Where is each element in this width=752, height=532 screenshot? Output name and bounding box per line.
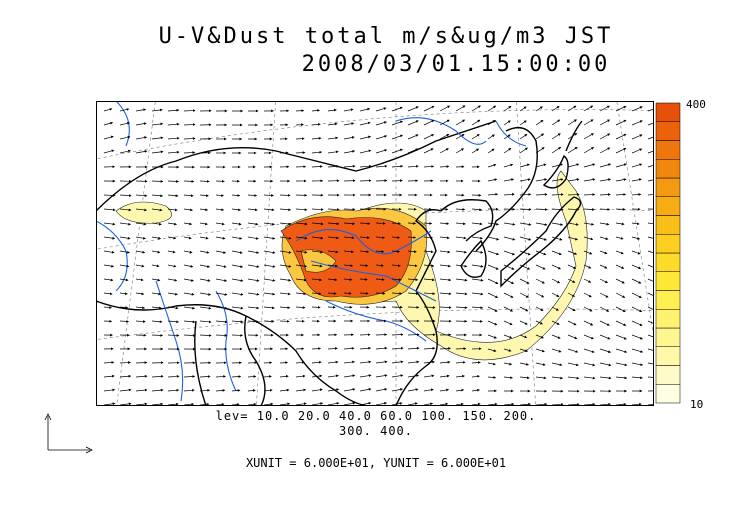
colorbar-segment xyxy=(655,365,681,385)
colorbar-segment xyxy=(655,290,681,310)
map-title: U-V&Dust total m/s&ug/m3 JST xyxy=(158,24,614,49)
colorbar-segment xyxy=(655,234,681,254)
rivers xyxy=(96,101,527,402)
colorbar-segment xyxy=(655,140,681,160)
dust-wind-map xyxy=(96,101,654,406)
colorbar-segment xyxy=(655,196,681,216)
wind-vectors xyxy=(103,105,654,406)
contour-levels-line2: 300. 400. xyxy=(338,424,414,438)
colorbar-segment xyxy=(655,121,681,141)
vector-unit-note: XUNIT = 6.000E+01, YUNIT = 6.000E+01 xyxy=(245,456,507,470)
colorbar-segment xyxy=(655,252,681,272)
colorbar xyxy=(655,102,681,404)
contour-levels-line1: lev= 10.0 20.0 40.0 60.0 100. 150. 200. xyxy=(215,409,537,423)
colorbar-min-label: 10 xyxy=(690,398,704,411)
colorbar-max-label: 400 xyxy=(686,98,706,111)
colorbar-segment xyxy=(655,177,681,197)
colorbar-segment xyxy=(655,102,681,122)
map-timestamp: 2008/03/01.15:00:00 xyxy=(301,52,611,77)
colorbar-segment xyxy=(655,271,681,291)
colorbar-segment xyxy=(655,346,681,366)
colorbar-segment xyxy=(655,309,681,329)
coastlines xyxy=(96,120,583,406)
colorbar-segment xyxy=(655,215,681,235)
colorbar-segment xyxy=(655,159,681,179)
colorbar-segment xyxy=(655,384,681,404)
colorbar-segment xyxy=(655,327,681,347)
reference-vector-icon xyxy=(44,413,93,454)
